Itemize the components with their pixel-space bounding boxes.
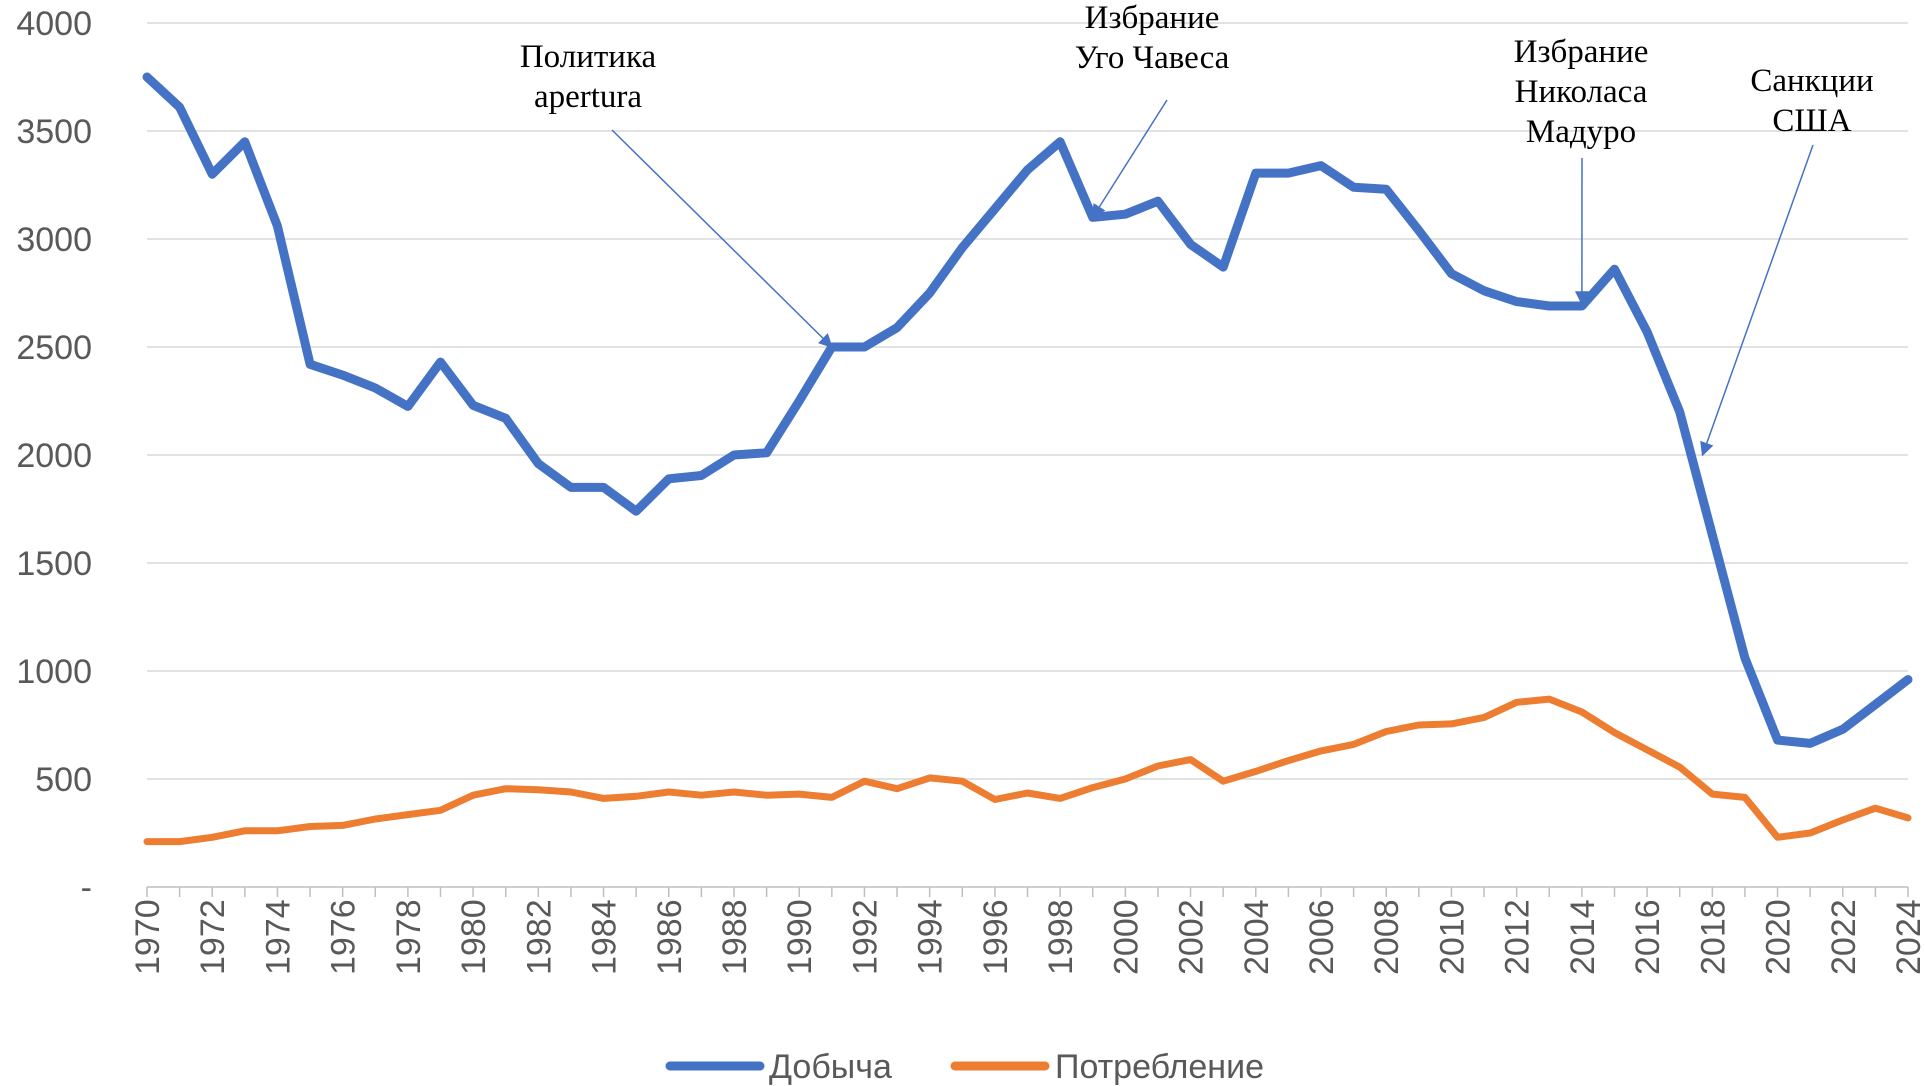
y-tick-label: 500 <box>35 761 92 799</box>
annotation-text: Политика <box>520 39 657 75</box>
x-tick-label: 2024 <box>1890 899 1925 975</box>
legend: Добыча Потребление <box>665 1048 1264 1086</box>
x-tick-label: 2012 <box>1499 899 1537 975</box>
y-tick-label: - <box>81 869 92 907</box>
gridlines <box>147 22 1908 780</box>
x-tick-label: 1994 <box>912 899 950 975</box>
x-tick-label: 1970 <box>129 899 167 975</box>
x-tick-label: 2004 <box>1238 899 1276 975</box>
annotation-arrow <box>1700 144 1814 457</box>
series-lines <box>142 72 1913 846</box>
x-tick-label: 1976 <box>325 899 363 975</box>
x-tick-label: 2010 <box>1433 899 1471 975</box>
annotation-text: apertura <box>534 79 642 115</box>
annotation-text: США <box>1772 103 1851 139</box>
y-tick-label: 1500 <box>16 545 92 583</box>
x-tick-label: 1998 <box>1042 899 1080 975</box>
annotation-arrow <box>611 129 833 348</box>
y-tick-label: 2500 <box>16 329 92 367</box>
x-tick-label: 2014 <box>1564 899 1602 975</box>
x-tick-label: 1980 <box>455 899 493 975</box>
annotation-text: Мадуро <box>1526 114 1636 150</box>
x-tick-label: 1992 <box>846 899 884 975</box>
series-line-production <box>142 72 1913 748</box>
annotation-text: Николаса <box>1515 74 1648 110</box>
annotation-arrow <box>1091 99 1168 219</box>
y-tick-label: 1000 <box>16 653 92 691</box>
legend-label: Потребление <box>1055 1048 1264 1086</box>
y-tick-label: 3000 <box>16 221 92 259</box>
x-tick-label: 2016 <box>1629 899 1667 975</box>
x-tick-label: 1974 <box>259 899 297 975</box>
x-tick-label: 2008 <box>1368 899 1406 975</box>
x-tick-label: 2020 <box>1760 899 1798 975</box>
legend-label: Добыча <box>769 1048 892 1086</box>
annotation-3: Избрание Николаса Мадуро <box>1514 34 1649 306</box>
annotation-text: Избрание <box>1514 34 1649 70</box>
annotation-4: Санкции США <box>1700 63 1874 457</box>
x-tick-label: 1972 <box>194 899 232 975</box>
legend-item-consumption: Потребление <box>950 1048 1264 1086</box>
x-tick-label: 1984 <box>586 899 624 975</box>
annotation-text: Санкции <box>1750 63 1873 99</box>
y-tick-label: 2000 <box>16 437 92 475</box>
y-tick-label: 4000 <box>16 5 92 43</box>
x-tick-label: 2002 <box>1173 899 1211 975</box>
legend-item-production: Добыча <box>665 1048 892 1086</box>
x-tick-label: 1990 <box>781 899 819 975</box>
x-tick-label: 2018 <box>1694 899 1732 975</box>
x-tick-label: 1986 <box>651 899 689 975</box>
y-tick-label: 3500 <box>16 113 92 151</box>
x-tick-label: 1988 <box>716 899 754 975</box>
x-tick-label: 1996 <box>977 899 1015 975</box>
axes: - 500 1000 1500 2000 2500 3000 3500 4000 1970 1972… <box>16 5 1925 975</box>
x-tick-label: 1978 <box>390 899 428 975</box>
annotation-2: Избрание Уго Чавеса <box>1075 0 1230 219</box>
annotation-text: Избрание <box>1085 0 1220 36</box>
series-line-consumption <box>143 695 1912 846</box>
annotation-1: Политика apertura <box>520 39 833 348</box>
x-tick-label: 1982 <box>520 899 558 975</box>
x-tick-label: 2022 <box>1825 899 1863 975</box>
x-tick-label: 2000 <box>1107 899 1145 975</box>
annotation-text: Уго Чавеса <box>1075 40 1230 76</box>
x-tick-label: 2006 <box>1303 899 1341 975</box>
